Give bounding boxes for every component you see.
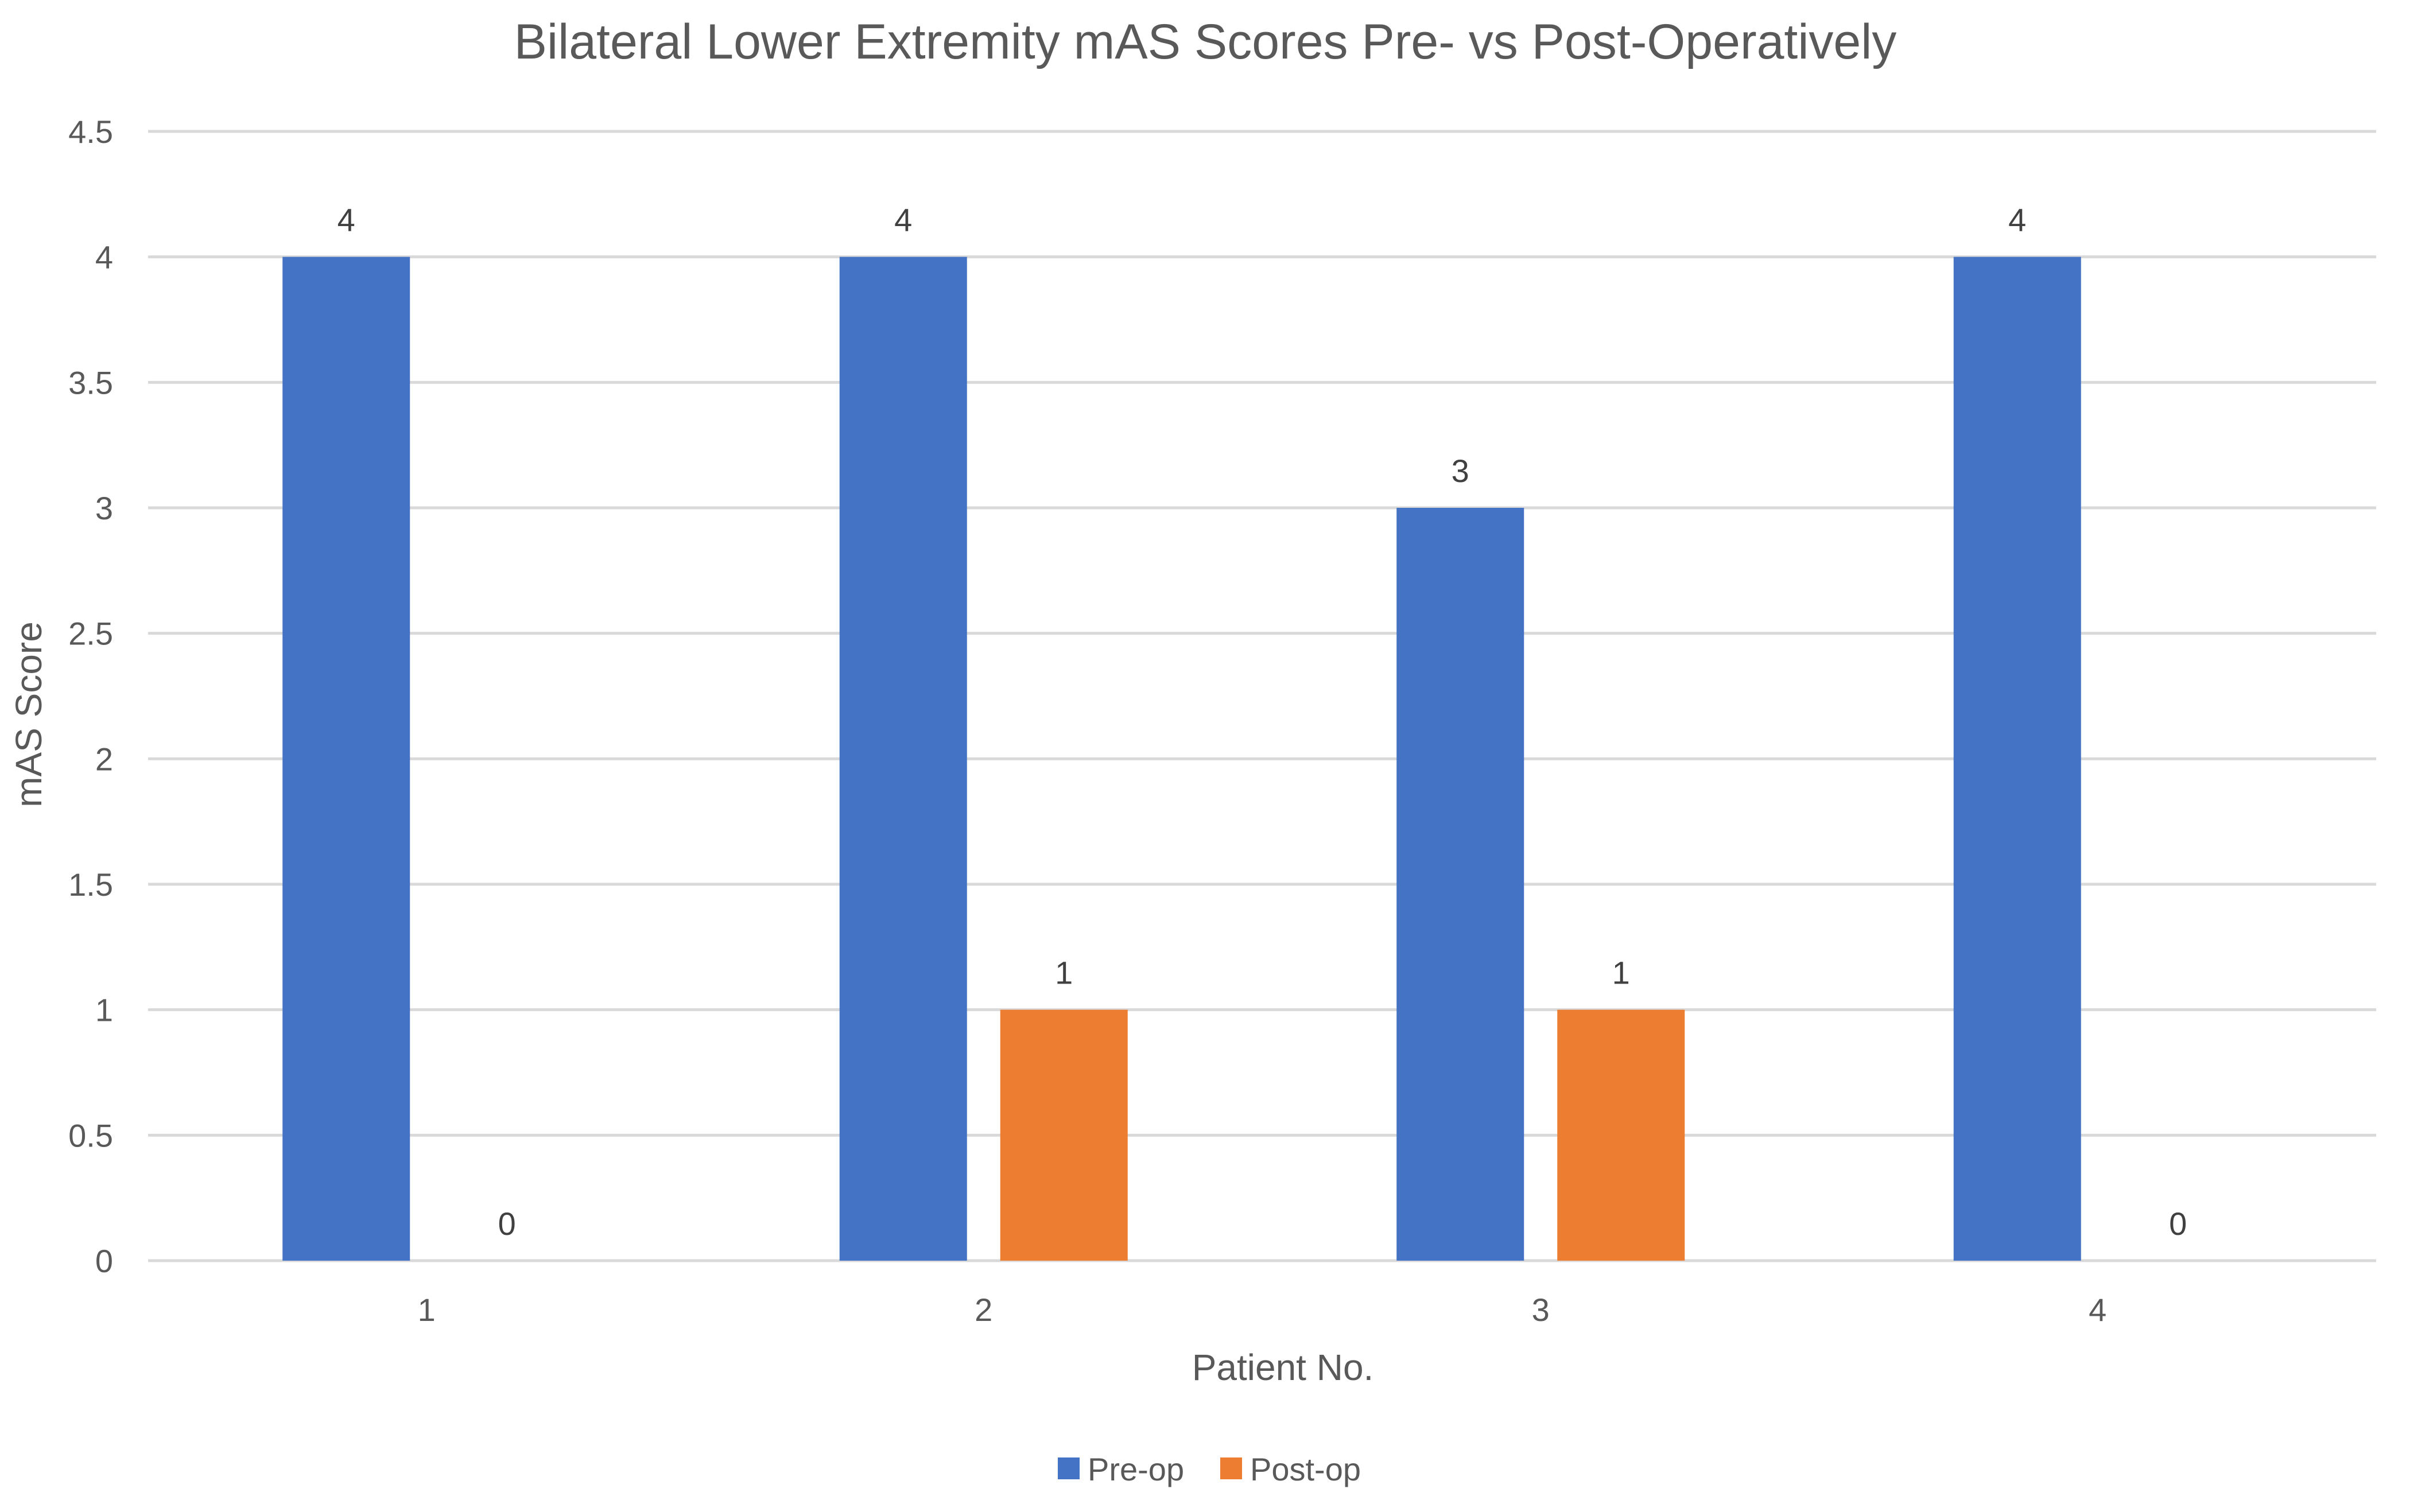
gridlines — [148, 130, 2376, 1262]
legend-label: Pre-op — [1088, 1451, 1184, 1487]
y-axis-ticks: 0 0.5 1 1.5 2 2.5 3 3.5 4 4.5 — [68, 114, 113, 1279]
data-label: 1 — [1612, 955, 1630, 991]
y-tick-label: 2 — [95, 741, 113, 777]
x-tick-label: 4 — [2089, 1292, 2106, 1328]
x-tick-label: 1 — [418, 1292, 436, 1328]
legend-swatch-pre-op — [1058, 1457, 1080, 1479]
y-tick-label: 4 — [95, 239, 113, 275]
data-label: 4 — [894, 202, 912, 238]
bar-pre-op-patient-4 — [1953, 256, 2081, 1261]
y-tick-label: 2.5 — [68, 616, 113, 652]
data-label: 4 — [337, 202, 355, 238]
data-label: 0 — [2169, 1206, 2187, 1242]
bars — [282, 256, 2081, 1261]
legend-label: Post-op — [1250, 1451, 1361, 1487]
legend-swatch-post-op — [1220, 1457, 1242, 1479]
y-tick-label: 1 — [95, 992, 113, 1028]
data-label: 0 — [498, 1206, 516, 1242]
y-tick-label: 3 — [95, 490, 113, 526]
data-labels: 4 0 4 1 3 1 4 0 — [337, 202, 2187, 1242]
y-tick-label: 3.5 — [68, 364, 113, 401]
x-tick-label: 3 — [1532, 1292, 1550, 1328]
bar-pre-op-patient-2 — [839, 256, 967, 1261]
data-label: 4 — [2008, 202, 2026, 238]
y-tick-label: 0.5 — [68, 1117, 113, 1153]
bar-post-op-patient-2 — [1000, 1009, 1128, 1261]
y-axis-label: mAS Score — [8, 621, 49, 807]
chart-title: Bilateral Lower Extremity mAS Scores Pre… — [514, 14, 1897, 69]
data-label: 1 — [1055, 955, 1073, 991]
y-tick-label: 1.5 — [68, 866, 113, 903]
bar-post-op-patient-3 — [1557, 1009, 1685, 1261]
legend: Pre-op Post-op — [1058, 1451, 1361, 1487]
bar-pre-op-patient-3 — [1396, 508, 1524, 1261]
x-axis-ticks: 1 2 3 4 — [418, 1292, 2107, 1328]
data-label: 3 — [1452, 453, 1469, 489]
bar-pre-op-patient-1 — [282, 256, 410, 1261]
y-tick-label: 0 — [95, 1243, 113, 1279]
x-axis-label: Patient No. — [1192, 1347, 1374, 1388]
y-tick-label: 4.5 — [68, 114, 113, 150]
x-tick-label: 2 — [975, 1292, 992, 1328]
